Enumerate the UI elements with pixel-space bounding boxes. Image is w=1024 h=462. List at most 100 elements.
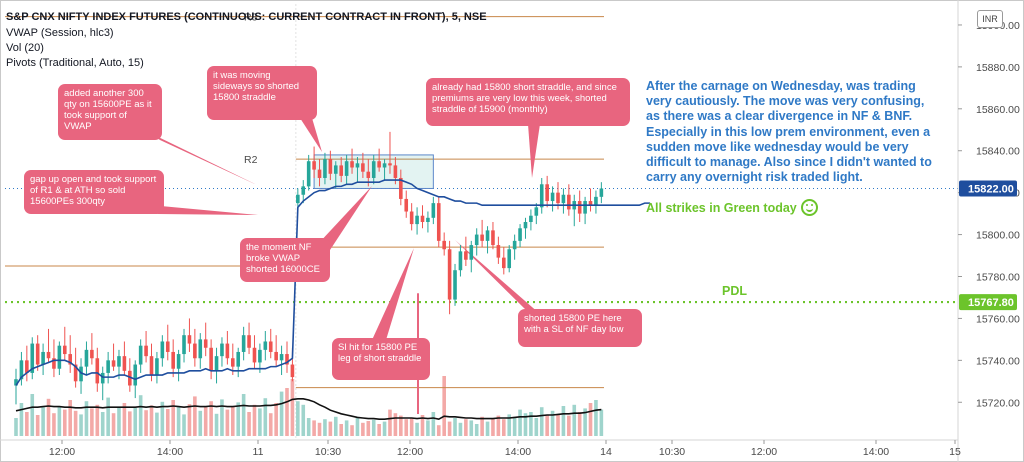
candle-body <box>366 171 371 178</box>
volume-bar <box>539 407 544 436</box>
volume-bar <box>46 398 51 436</box>
volume-bar <box>312 420 316 436</box>
candle-body <box>252 347 257 363</box>
candle-body <box>539 184 544 208</box>
candle-body <box>496 245 501 258</box>
candle <box>583 196 587 225</box>
volume-bar <box>583 408 587 436</box>
candle-body <box>214 356 219 371</box>
volume-bar <box>198 410 203 436</box>
volume-bar <box>556 414 560 436</box>
candle <box>160 335 165 367</box>
volume-bar <box>35 415 40 436</box>
candle <box>507 245 512 273</box>
candle-body <box>339 165 343 176</box>
volume-bar <box>90 408 94 436</box>
candle <box>203 322 208 357</box>
candle-body <box>296 194 300 204</box>
candle-body <box>79 366 83 382</box>
volume-bar <box>339 424 343 436</box>
volume-bar <box>431 412 436 436</box>
candle-body <box>274 351 278 361</box>
volume-bar <box>523 413 528 436</box>
candle <box>436 196 441 248</box>
volume-bar <box>19 403 24 436</box>
volume-bar <box>209 401 213 436</box>
volume-bar <box>388 409 392 436</box>
volume-bar <box>518 409 522 436</box>
volume-bar <box>25 412 29 436</box>
candle-body <box>138 345 143 365</box>
candle-body <box>431 203 436 218</box>
candle <box>469 240 474 273</box>
candle <box>550 186 555 212</box>
volume-bar <box>577 412 582 436</box>
candle <box>534 203 539 225</box>
volume-bar <box>393 413 398 436</box>
volume-bar <box>225 409 230 436</box>
candle <box>128 358 132 392</box>
candle-body <box>469 245 474 260</box>
legend-pivots[interactable]: Pivots (Traditional, Auto, 15) <box>6 57 144 69</box>
candle <box>491 222 495 250</box>
callout-sl-hit: Sl hit for 15800 PE leg of short straddl… <box>332 338 430 380</box>
callout-pointer-sl-hit <box>372 248 414 340</box>
candle-body <box>111 360 116 367</box>
legend-vwap[interactable]: VWAP (Session, hlc3) <box>6 27 114 39</box>
volume-bars <box>14 376 604 436</box>
candle-body <box>46 351 51 359</box>
time-tick-label: 12:00 <box>49 446 75 458</box>
candle-body <box>41 351 45 365</box>
callout-gap-up: gap up open and took support of R1 & at … <box>24 170 164 214</box>
candle <box>529 209 533 231</box>
candle-body <box>225 343 230 359</box>
candle-body <box>171 351 175 369</box>
candle <box>474 228 479 256</box>
candle-body <box>393 165 398 178</box>
candle <box>100 366 105 401</box>
candle-body <box>350 161 354 168</box>
candle <box>344 154 349 185</box>
candle <box>111 343 116 371</box>
volume-bar <box>561 406 566 436</box>
volume-bar <box>594 400 598 436</box>
candle <box>502 247 506 275</box>
volume-bar <box>285 388 289 436</box>
candle <box>377 148 381 172</box>
indicator-lines <box>15 179 651 421</box>
candle <box>138 339 143 373</box>
candle <box>545 175 549 208</box>
candle-body <box>588 201 593 206</box>
candle <box>339 157 343 183</box>
volume-bar <box>149 405 154 436</box>
volume-bar <box>117 406 121 436</box>
last-price-badge-bg <box>959 180 1017 197</box>
pdl-badge-bg <box>959 294 1017 311</box>
pdl-badge-text: 15767.80 <box>968 297 1014 309</box>
legend-volume[interactable]: Vol (20) <box>6 42 44 54</box>
volume-bar <box>426 420 430 436</box>
candle <box>198 333 203 369</box>
candle <box>35 335 40 371</box>
candle <box>285 341 289 373</box>
volume-bar <box>258 408 262 436</box>
currency-button[interactable]: INR <box>977 10 1003 28</box>
candle-body <box>165 341 170 352</box>
last-price-badge-text: 15822.00 <box>968 183 1014 195</box>
candle-body <box>371 161 376 178</box>
volume-bar <box>52 413 56 436</box>
price-tick-label: 15760.00 <box>976 313 1020 325</box>
chart-title: S&P CNX NIFTY INDEX FUTURES (CONTINUOUS:… <box>6 11 487 23</box>
candle <box>388 131 392 174</box>
candle-body <box>577 201 582 214</box>
candle-body <box>377 161 381 168</box>
candle-body <box>68 354 72 365</box>
candle <box>279 345 284 376</box>
pdl-label: PDL <box>722 284 747 298</box>
volume-bar <box>106 397 110 436</box>
candle-body <box>529 215 533 222</box>
volume-bar <box>371 419 376 436</box>
candle-body <box>442 240 446 250</box>
